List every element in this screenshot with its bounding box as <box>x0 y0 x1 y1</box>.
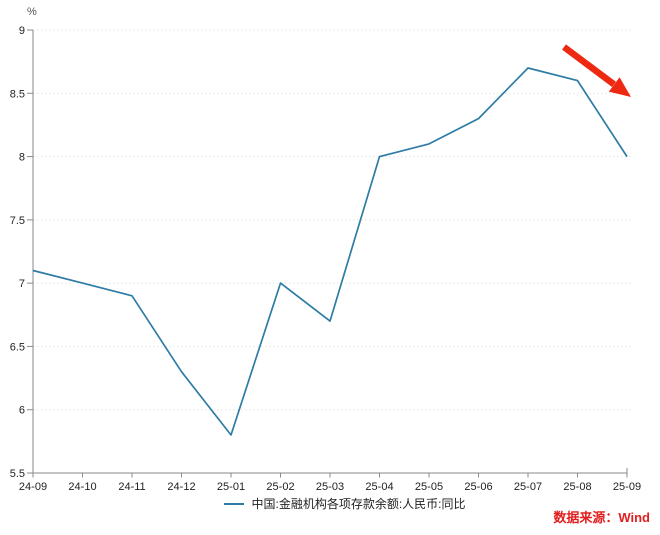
x-tick-label: 24-10 <box>68 481 96 493</box>
x-tick-label: 25-01 <box>217 481 245 493</box>
data-source-label: 数据来源：Wind <box>553 510 650 525</box>
y-tick-label: 7 <box>19 278 25 290</box>
x-tick-label: 24-12 <box>167 481 195 493</box>
y-tick-label: 8 <box>19 152 25 164</box>
legend-label: 中国:金融机构各项存款余额:人民币:同比 <box>251 497 466 511</box>
x-tick-label: 25-05 <box>415 481 443 493</box>
x-tick-label: 25-07 <box>514 481 542 493</box>
x-tick-label: 25-06 <box>464 481 492 493</box>
y-tick-label: 6 <box>19 405 25 417</box>
trend-arrow-shaft <box>562 44 616 88</box>
legend-line-marker <box>224 502 245 505</box>
x-tick-label: 24-11 <box>118 481 145 493</box>
x-tick-label: 24-09 <box>19 481 47 493</box>
x-tick-label: 25-03 <box>316 481 344 493</box>
y-tick-label: 7.5 <box>10 215 25 227</box>
x-tick-label: 25-04 <box>365 481 393 493</box>
deposit-yoy-data-line <box>32 67 628 436</box>
x-tick-label: 25-09 <box>613 481 641 493</box>
y-tick-label: 6.5 <box>10 341 25 353</box>
x-tick-label: 25-08 <box>563 481 591 493</box>
y-tick-label: 9 <box>19 25 25 37</box>
x-tick-label: 25-02 <box>266 481 294 493</box>
trend-arrow-head <box>608 77 631 97</box>
y-tick-label: 5.5 <box>10 468 25 480</box>
legend: 中国:金融机构各项存款余额:人民币:同比 <box>0 495 660 512</box>
y-axis-unit-label: % <box>27 6 37 18</box>
y-tick-label: 8.5 <box>10 88 25 100</box>
